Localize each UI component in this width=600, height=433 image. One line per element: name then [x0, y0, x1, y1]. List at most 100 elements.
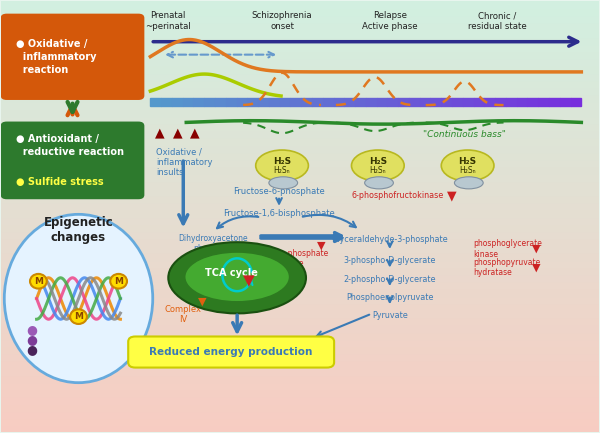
Bar [280, 98, 290, 107]
Text: Antioxidant
genes: Antioxidant genes [41, 340, 87, 359]
Text: ●: ● [26, 323, 37, 336]
Text: "Continuous bass": "Continuous bass" [423, 130, 506, 139]
Text: ●: ● [26, 333, 37, 346]
Text: Dihydroxyacetone
phosphate: Dihydroxyacetone phosphate [178, 234, 248, 253]
Bar [1, 87, 599, 94]
Bar [538, 98, 549, 107]
Bar [1, 281, 599, 288]
Bar [420, 98, 430, 107]
Bar [1, 94, 599, 101]
Bar [1, 44, 599, 51]
Text: ▼: ▼ [198, 297, 207, 307]
Bar [388, 98, 398, 107]
Bar [1, 310, 599, 317]
Text: ▼: ▼ [532, 262, 541, 272]
Text: phosphopyruvate
hydratase: phosphopyruvate hydratase [473, 258, 541, 277]
Bar [1, 317, 599, 324]
Bar [430, 98, 441, 107]
Bar [484, 98, 495, 107]
Text: MPST: MPST [41, 325, 63, 334]
Bar [1, 22, 599, 29]
Text: 2-phospho-D-glycerate: 2-phospho-D-glycerate [344, 275, 436, 284]
Bar [344, 98, 355, 107]
Bar [1, 260, 599, 267]
Bar [517, 98, 527, 107]
Ellipse shape [185, 252, 290, 302]
Bar [1, 8, 599, 15]
Bar [1, 166, 599, 173]
Text: 3-phospho-D-glycerate: 3-phospho-D-glycerate [344, 256, 436, 265]
Ellipse shape [70, 309, 87, 324]
Bar [1, 29, 599, 37]
Text: 6-phosphofructokinase: 6-phosphofructokinase [352, 191, 443, 200]
Text: phosphoglycerate
kinase: phosphoglycerate kinase [473, 239, 542, 259]
Bar [398, 98, 409, 107]
Bar [1, 1, 599, 8]
Bar [301, 98, 312, 107]
Bar [1, 267, 599, 274]
Bar [1, 360, 599, 368]
Bar [182, 98, 193, 107]
Text: Glyceraldehyde-3-phosphate: Glyceraldehyde-3-phosphate [331, 235, 448, 244]
Text: H₂Sₙ: H₂Sₙ [274, 166, 290, 175]
Bar [1, 152, 599, 159]
Bar [560, 98, 571, 107]
Bar [1, 173, 599, 181]
Text: Phosphoenolpyruvate: Phosphoenolpyruvate [346, 293, 433, 302]
Text: Fructose-6-phosphate: Fructose-6-phosphate [233, 187, 325, 196]
Text: Pyruvate: Pyruvate [372, 311, 407, 320]
Text: ● Sulfide stress: ● Sulfide stress [16, 178, 103, 187]
Text: H₂S: H₂S [369, 157, 387, 166]
Bar [571, 98, 581, 107]
Bar [1, 101, 599, 109]
FancyBboxPatch shape [1, 14, 145, 100]
Bar [1, 339, 599, 346]
Bar [1, 303, 599, 310]
Ellipse shape [169, 242, 306, 313]
Bar [193, 98, 204, 107]
Text: ▲: ▲ [155, 127, 164, 140]
Bar [355, 98, 366, 107]
FancyBboxPatch shape [128, 336, 334, 368]
Bar [1, 375, 599, 382]
Text: Complex
IV: Complex IV [165, 305, 202, 324]
Bar [1, 73, 599, 80]
Text: ▼: ▼ [532, 244, 541, 254]
Bar [1, 15, 599, 22]
Text: Epigenetic
changes: Epigenetic changes [44, 216, 113, 244]
Bar [1, 123, 599, 130]
Text: ▼: ▼ [243, 273, 255, 288]
Bar [236, 98, 247, 107]
Ellipse shape [269, 177, 298, 189]
Bar [441, 98, 452, 107]
Text: ●: ● [26, 343, 37, 356]
Ellipse shape [454, 177, 483, 189]
Bar [1, 382, 599, 389]
Text: ▲: ▲ [190, 127, 200, 140]
Bar [1, 195, 599, 202]
Bar [1, 238, 599, 245]
Text: CBS: CBS [41, 335, 58, 344]
Text: Relapse
Active phase: Relapse Active phase [362, 12, 418, 31]
Bar [215, 98, 226, 107]
Text: H₂Sₙ: H₂Sₙ [370, 166, 386, 175]
Bar [1, 418, 599, 425]
Bar [1, 332, 599, 339]
Text: M: M [34, 277, 43, 286]
Bar [1, 80, 599, 87]
Bar [323, 98, 334, 107]
Bar [527, 98, 538, 107]
Ellipse shape [352, 150, 404, 181]
Bar [1, 202, 599, 209]
Bar [1, 145, 599, 152]
Bar [269, 98, 280, 107]
Bar [506, 98, 517, 107]
Bar [1, 346, 599, 353]
Bar [1, 109, 599, 116]
Ellipse shape [4, 214, 153, 383]
Text: Fructose-1,6-bisphosphate: Fructose-1,6-bisphosphate [223, 209, 335, 217]
Bar [1, 274, 599, 281]
Bar [1, 353, 599, 360]
Bar [1, 396, 599, 404]
Bar [463, 98, 473, 107]
